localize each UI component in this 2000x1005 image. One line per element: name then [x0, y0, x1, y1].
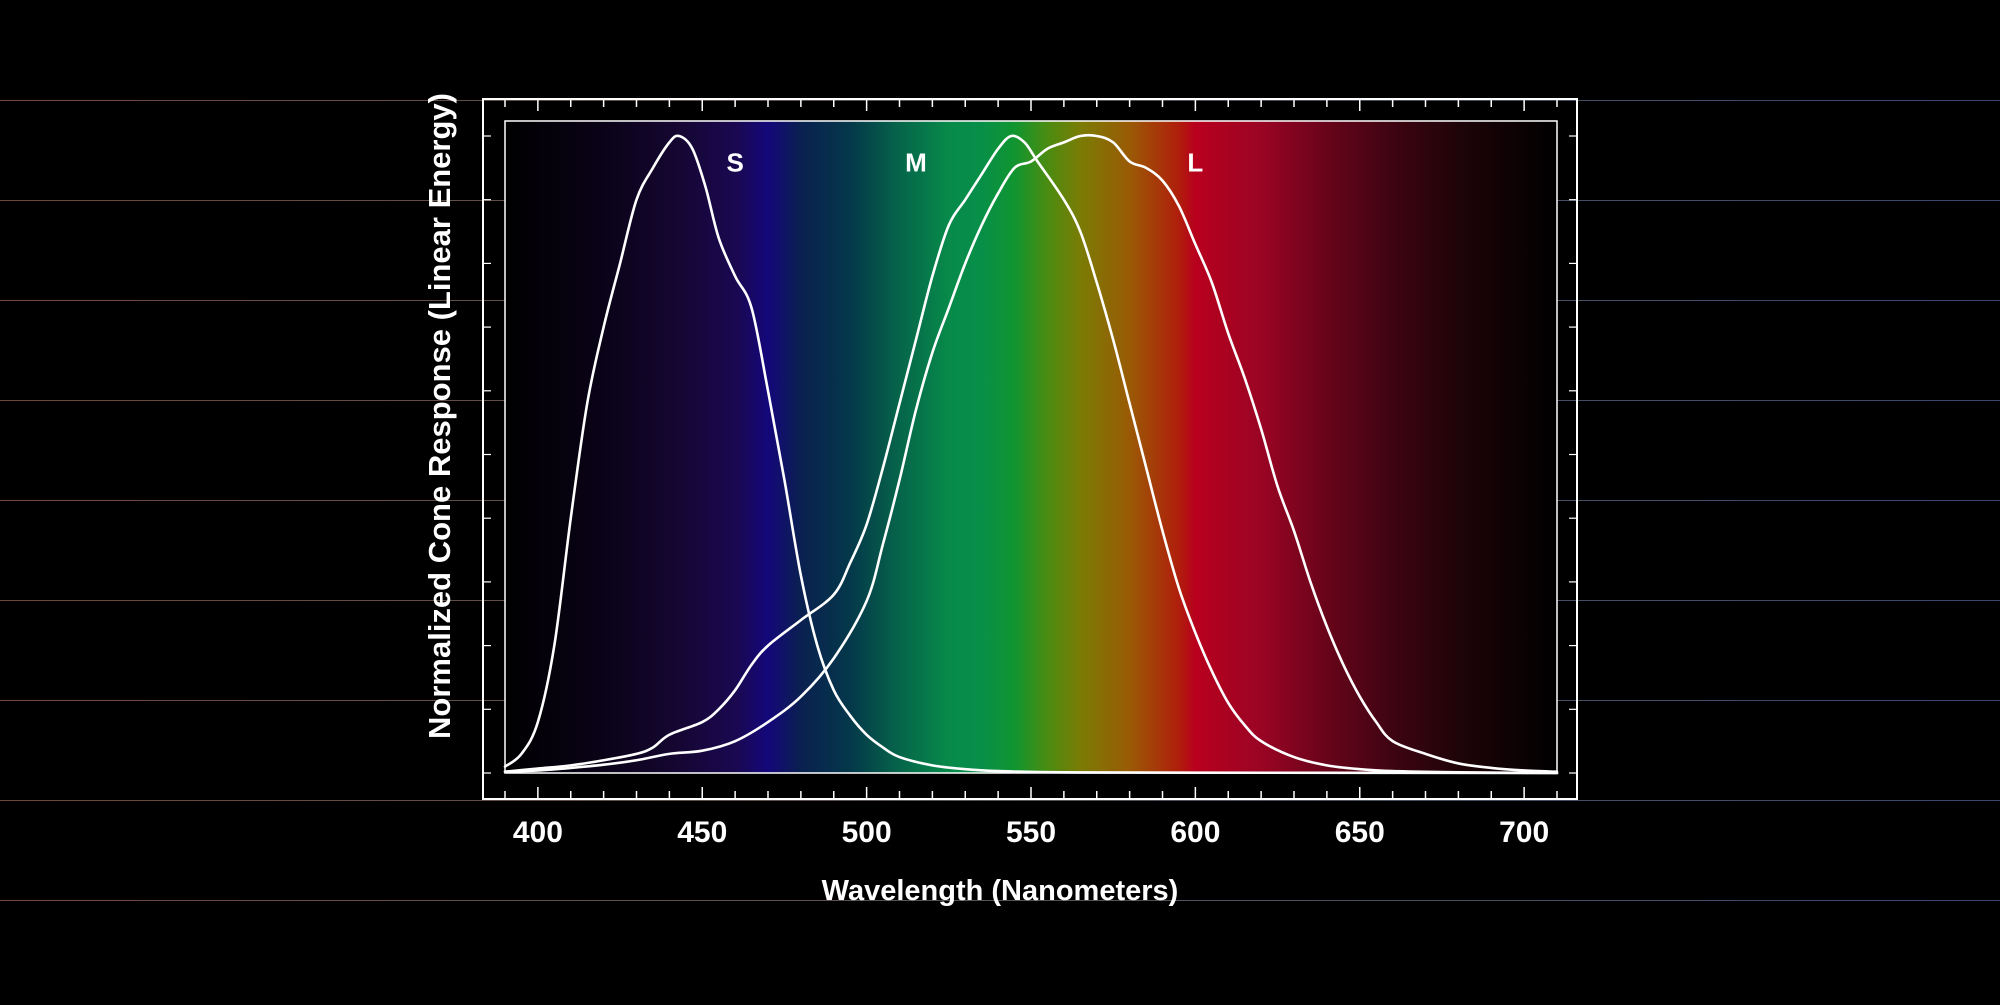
series-line-m [503, 134, 1559, 775]
tick-marks [483, 99, 1577, 799]
x-tick-label: 500 [842, 816, 892, 849]
series-line-s [503, 134, 1559, 775]
x-tick-label: 600 [1170, 816, 1220, 849]
series-label-m: M [905, 147, 927, 177]
series-line-l [503, 133, 1559, 774]
grid-line-horizontal [0, 100, 2000, 101]
series-label-s: S [726, 147, 743, 177]
x-tick-label: 400 [513, 816, 563, 849]
x-axis-title: Wavelength (Nanometers) [822, 875, 1179, 907]
grid-line-horizontal [0, 900, 2000, 901]
y-axis-title: Normalized Cone Response (Linear Energy) [422, 93, 457, 739]
grid-line-horizontal [0, 800, 2000, 801]
spectrum-background [505, 121, 1557, 773]
x-tick-labels: 400 450 500 550 600 650 700 [513, 816, 1549, 849]
x-tick-label: 550 [1006, 816, 1056, 849]
series-label-l: L [1187, 147, 1203, 177]
x-tick-label: 650 [1335, 816, 1385, 849]
x-tick-label: 700 [1499, 816, 1549, 849]
x-tick-label: 450 [677, 816, 727, 849]
outer-frame [482, 98, 1578, 800]
curves [503, 133, 1559, 775]
